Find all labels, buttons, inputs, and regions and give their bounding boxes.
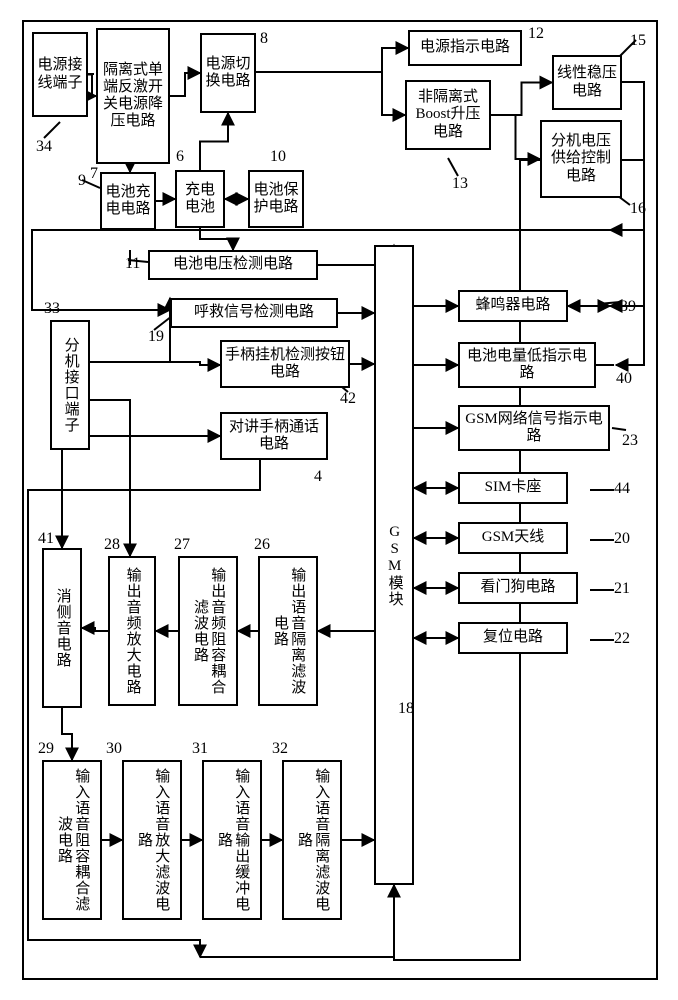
node-n4: 对讲手柄通话电路 [220, 412, 328, 460]
ref-label-l7: 7 [90, 165, 98, 183]
ref-label-l19: 19 [148, 328, 164, 346]
ref-label-l11: 11 [125, 255, 140, 273]
node-n42: 手柄挂机检测按钮电路 [220, 340, 350, 388]
diagram-canvas: 电源接线端子隔离式单端反激开关电源降压电路电源切换电路 电源指示电路线性稳压电路 非… [0, 0, 678, 1000]
node-n15: 线性稳压电路 [552, 55, 622, 110]
ref-label-l13: 13 [452, 175, 468, 193]
ref-label-l33: 33 [44, 300, 60, 318]
node-n26: 输出语音隔离滤波电路 [258, 556, 318, 706]
ref-label-l8: 8 [260, 30, 268, 48]
node-n32: 输入语音隔离滤波电路 [282, 760, 342, 920]
node-n7: 隔离式单端反激开关电源降压电路 [96, 28, 170, 164]
node-n13: 非隔离式Boost升压电路 [405, 80, 491, 150]
ref-label-l15: 15 [630, 32, 646, 50]
ref-label-l44: 44 [614, 480, 630, 498]
node-n29: 输入语音阻容耦合滤波电路 [42, 760, 102, 920]
node-n30: 输入语音放大滤波电路 [122, 760, 182, 920]
ref-label-l31: 31 [192, 740, 208, 758]
ref-label-l41: 41 [38, 530, 54, 548]
ref-label-l32: 32 [272, 740, 288, 758]
node-n12: 电源指示电路 [408, 30, 522, 66]
node-n11: 电池电压检测电路 [148, 250, 318, 280]
ref-label-l21: 21 [614, 580, 630, 598]
ref-label-l27: 27 [174, 536, 190, 554]
ref-label-l16: 16 [630, 200, 646, 218]
node-n27: 输出音频阻容耦合滤波电路 [178, 556, 238, 706]
node-n39: 蜂鸣器电路 [458, 290, 568, 322]
ref-label-l42: 42 [340, 390, 356, 408]
node-n20: GSM天线 [458, 522, 568, 554]
node-n10: 电池保护电路 [248, 170, 304, 228]
node-n22: 复位电路 [458, 622, 568, 654]
ref-label-l9: 9 [78, 172, 86, 190]
node-n18: GSM模块 [374, 245, 414, 885]
ref-label-l29: 29 [38, 740, 54, 758]
ref-label-l20: 20 [614, 530, 630, 548]
node-n40: 电池电量低指示电路 [458, 342, 596, 388]
node-n34: 电源接线端子 [32, 32, 88, 117]
node-n33: 分机接口端子 [50, 320, 90, 450]
node-n44: SIM卡座 [458, 472, 568, 504]
ref-label-l22: 22 [614, 630, 630, 648]
ref-label-l18: 18 [398, 700, 414, 718]
ref-label-l39: 39 [620, 298, 636, 316]
node-n31: 输入语音输出缓冲电路 [202, 760, 262, 920]
ref-label-l30: 30 [106, 740, 122, 758]
ref-label-l4: 4 [314, 468, 322, 486]
ref-label-l26: 26 [254, 536, 270, 554]
node-n6: 充电电池 [175, 170, 225, 228]
ref-label-l40: 40 [616, 370, 632, 388]
ref-label-l28: 28 [104, 536, 120, 554]
node-n28: 输出音频放大电路 [108, 556, 156, 706]
node-n16: 分机电压供给控制电路 [540, 120, 622, 198]
ref-label-l6: 6 [176, 148, 184, 166]
ref-label-l23: 23 [622, 432, 638, 450]
ref-label-l12: 12 [528, 25, 544, 43]
ref-label-l34: 34 [36, 138, 52, 156]
node-n41: 消侧音电路 [42, 548, 82, 708]
node-n19: 呼救信号检测电路 [170, 298, 338, 328]
node-n9: 电池充电电路 [100, 172, 156, 230]
ref-label-l10: 10 [270, 148, 286, 166]
node-n21: 看门狗电路 [458, 572, 578, 604]
node-n23: GSM网络信号指示电路 [458, 405, 610, 451]
node-n8: 电源切换电路 [200, 33, 256, 113]
